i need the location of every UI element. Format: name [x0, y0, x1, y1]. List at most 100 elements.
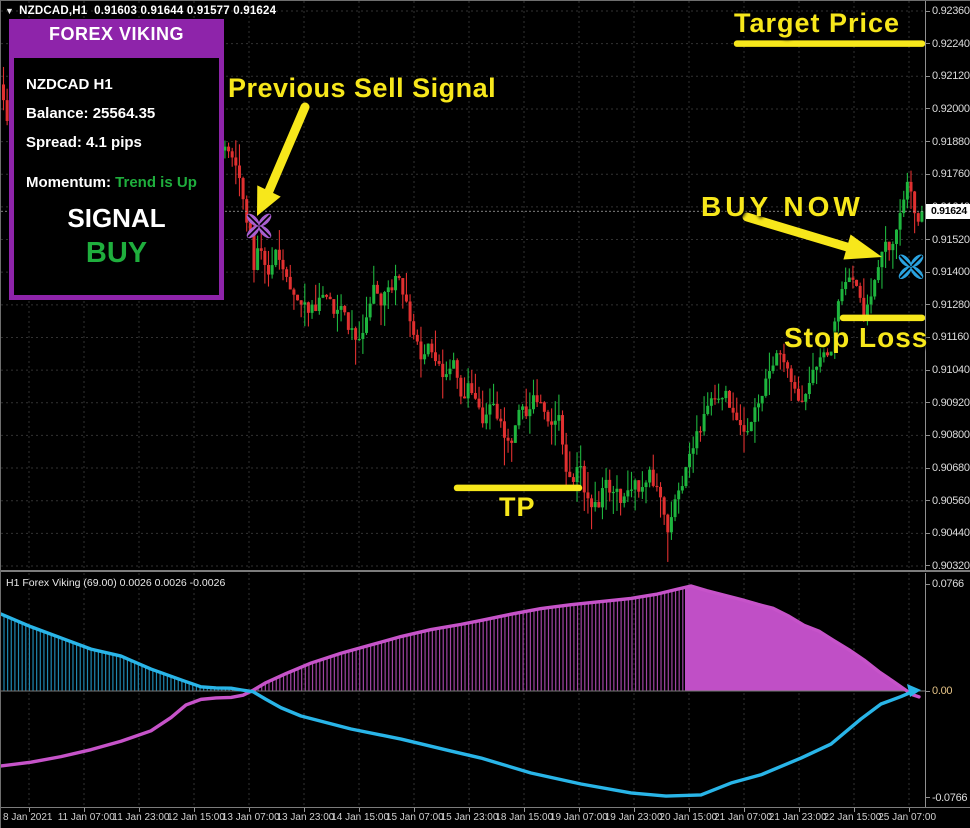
chart-title: ▼ NZDCAD,H1 0.91603 0.91644 0.91577 0.916…: [5, 5, 276, 17]
price-label: 0.90560: [932, 494, 970, 507]
price-label: 0.91400: [932, 266, 970, 279]
panel-pair: NZDCAD H1: [26, 76, 113, 93]
price-label: 0.92240: [932, 37, 970, 50]
time-label: 25 Jan 07:00: [878, 812, 937, 823]
indicator-header: H1 Forex Viking (69.00) 0.0026 0.0026 -0…: [6, 577, 226, 589]
price-label: 0.92120: [932, 70, 970, 83]
price-tick: [926, 565, 930, 567]
time-label: 15 Jan 23:00: [440, 812, 499, 823]
price-label: 0.92360: [932, 5, 970, 17]
indicator-canvas[interactable]: [1, 573, 925, 807]
price-tick: [926, 271, 930, 273]
price-label: 0.90440: [932, 527, 970, 540]
symbol-name: NZDCAD,H1: [19, 5, 88, 17]
time-label: 20 Jan 15:00: [659, 812, 718, 823]
time-label: 13 Jan 23:00: [276, 812, 335, 823]
price-label: 0.90800: [932, 429, 970, 442]
momentum-histogram: [3, 587, 684, 691]
price-label: 0.90680: [932, 462, 970, 475]
time-tick: [29, 808, 30, 812]
price-tick: [926, 108, 930, 110]
annotation-tp[interactable]: TP: [499, 492, 536, 522]
panel-spread: Spread: 4.1 pips: [26, 134, 142, 151]
price-tick: [926, 43, 930, 45]
ohlc-quote: 0.91603 0.91644 0.91577 0.91624: [94, 5, 277, 17]
time-tick: [249, 808, 250, 812]
panel-body: NZDCAD H1 Balance: 25564.35 Spread: 4.1 …: [14, 58, 219, 295]
annotation-stop-loss[interactable]: Stop Loss: [784, 322, 929, 353]
price-axis[interactable]: 0.92360 0.92240 0.92120 0.92000 0.91880 0.917…: [925, 1, 970, 572]
price-label: 0.91760: [932, 168, 970, 181]
panel-momentum-label: Momentum:: [26, 174, 111, 191]
main-chart-canvas[interactable]: [1, 1, 925, 571]
annotation-previous-sell-signal[interactable]: Previous Sell Signal: [228, 73, 497, 103]
time-label: 12 Jan 15:00: [167, 812, 225, 823]
symbol-dropdown-icon[interactable]: ▼: [5, 6, 15, 16]
price-tick: [926, 434, 930, 436]
price-tick: [926, 500, 930, 502]
time-label: 13 Jan 07:00: [221, 812, 280, 823]
time-tick: [799, 808, 800, 812]
time-tick: [304, 808, 305, 812]
price-tick: [926, 532, 930, 534]
time-tick: [139, 808, 140, 812]
time-tick: [359, 808, 360, 812]
price-label: 0.90320: [932, 559, 970, 572]
buy-signal-marker: [898, 254, 924, 280]
price-tick: [926, 467, 930, 469]
price-label: 0.90920: [932, 396, 970, 409]
annotation-target-price[interactable]: Target Price: [734, 8, 901, 38]
panel-title: FOREX VIKING: [48, 24, 184, 44]
time-tick: [84, 808, 85, 812]
time-tick: [194, 808, 195, 812]
time-label: 14 Jan 15:00: [331, 812, 390, 823]
price-tick: [926, 336, 930, 338]
magenta-momentum-line: [1, 584, 921, 768]
buy-arrow[interactable]: [742, 212, 882, 260]
indicator-tick: [926, 690, 930, 692]
time-label: 19 Jan 23:00: [604, 812, 663, 823]
forex-viking-panel: FOREX VIKING NZDCAD H1 Balance: 25564.35…: [9, 19, 224, 300]
current-price-box: 0.91624: [926, 203, 970, 219]
time-label: 15 Jan 07:00: [385, 812, 444, 823]
time-axis[interactable]: 8 Jan 2021 11 Jan 07:00 11 Jan 23:00 12 Jan…: [1, 807, 970, 828]
price-label: 0.91280: [932, 298, 970, 311]
time-tick: [579, 808, 580, 812]
cyan-line-arrowhead: [907, 684, 921, 697]
window-separator[interactable]: [1, 570, 970, 572]
panel-momentum: Momentum: Trend is Up: [26, 168, 207, 197]
time-tick: [909, 808, 910, 812]
price-label: 0.91520: [932, 233, 970, 246]
time-tick: [744, 808, 745, 812]
panel-signal-value: BUY: [85, 237, 148, 269]
price-tick: [926, 239, 930, 241]
sell-signal-marker: [246, 213, 272, 239]
price-label: 0.91880: [932, 135, 970, 148]
time-tick: [414, 808, 415, 812]
time-tick: [854, 808, 855, 812]
time-tick: [524, 808, 525, 812]
time-label: 8 Jan 2021: [3, 812, 53, 823]
momentum-fill: [685, 585, 907, 691]
time-label: 19 Jan 07:00: [550, 812, 608, 823]
price-tick: [926, 369, 930, 371]
time-label: 11 Jan 07:00: [57, 812, 115, 823]
indicator-axis-label: 0.0766: [932, 578, 964, 591]
price-tick: [926, 75, 930, 77]
indicator-axis[interactable]: 0.0766 0.00 -0.0766: [925, 573, 970, 807]
panel-balance: Balance: 25564.35: [26, 105, 156, 122]
time-label: 11 Jan 23:00: [112, 812, 170, 823]
time-tick: [469, 808, 470, 812]
time-tick: [689, 808, 690, 812]
time-tick: [634, 808, 635, 812]
indicator-axis-label: 0.00: [932, 685, 953, 697]
price-label: 0.91040: [932, 364, 970, 377]
price-tick: [926, 304, 930, 306]
annotation-buy-now[interactable]: BUY NOW: [701, 191, 864, 222]
time-label: 22 Jan 15:00: [823, 812, 882, 823]
sell-arrow[interactable]: [257, 102, 310, 216]
time-label: 18 Jan 15:00: [495, 812, 554, 823]
price-label: 0.92000: [932, 102, 970, 115]
cyan-momentum-line: [1, 612, 915, 798]
